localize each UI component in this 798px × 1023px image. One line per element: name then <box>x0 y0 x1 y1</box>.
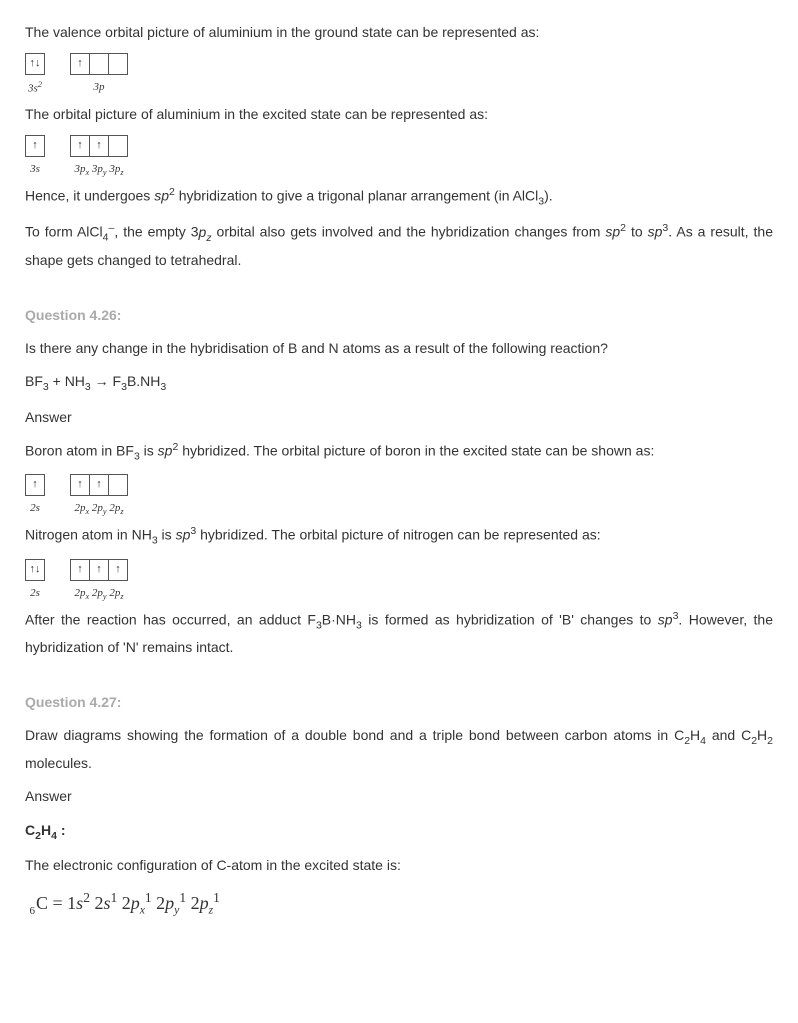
question-4-26-title: Question 4.26: <box>25 303 773 328</box>
text: H <box>757 727 767 743</box>
para-boron: Boron atom in BF3 is sp2 hybridized. The… <box>25 438 773 466</box>
question-4-27-title: Question 4.27: <box>25 690 773 715</box>
orbital-label: 3p <box>94 78 105 98</box>
orbital-box <box>108 474 128 496</box>
intro-2: The orbital picture of aluminium in the … <box>25 102 773 127</box>
orbital-group-3p: ↑ 3p <box>70 53 128 98</box>
text: to <box>626 224 648 240</box>
orbital-box: ↑ <box>108 559 128 581</box>
text: molecules. <box>25 755 92 771</box>
text: H <box>690 727 700 743</box>
text: orbital also gets involved and the hybri… <box>212 224 606 240</box>
orbital-group-2s-n: ↑↓ 2s <box>25 559 45 604</box>
text: is <box>158 527 176 543</box>
text: Draw diagrams showing the formation of a… <box>25 727 684 743</box>
para-alcl4: To form AlCl4–, the empty 3pz orbital al… <box>25 219 773 273</box>
orbital-group-2p-n: ↑ ↑ ↑ 2px 2py 2pz <box>70 559 128 605</box>
text: hybridized. The orbital picture of boron… <box>178 443 654 459</box>
text: Hence, it undergoes <box>25 188 154 204</box>
electron-config-formula: 6C = 1s2 2s1 2px1 2py1 2pz1 <box>25 886 773 921</box>
para-adduct: After the reaction has occurred, an addu… <box>25 607 773 661</box>
orbital-box: ↑ <box>89 135 109 157</box>
question-4-27-text: Draw diagrams showing the formation of a… <box>25 723 773 776</box>
orbital-box: ↑ <box>70 474 90 496</box>
orbital-box <box>108 53 128 75</box>
intro-1: The valence orbital picture of aluminium… <box>25 20 773 45</box>
question-4-26-equation: BF3 + NH3 → F3B.NH3 <box>25 369 773 397</box>
text: is <box>140 443 158 459</box>
orbital-group-3p-excited: ↑ ↑ 3px 3py 3pz <box>70 135 128 181</box>
orbital-box: ↑ <box>25 135 45 157</box>
orbital-label: 2s <box>30 584 40 604</box>
orbital-group-3s: ↑ 3s <box>25 135 45 180</box>
orbital-box: ↑↓ <box>25 53 45 75</box>
orbital-box: ↑ <box>70 559 90 581</box>
text: ). <box>544 188 553 204</box>
text: B·NH <box>322 611 356 627</box>
para-nitrogen: Nitrogen atom in NH3 is sp3 hybridized. … <box>25 522 773 550</box>
orbital-diagram-2: ↑ 3s ↑ ↑ 3px 3py 3pz <box>25 135 773 181</box>
orbital-box <box>108 135 128 157</box>
orbital-diagram-nitrogen: ↑↓ 2s ↑ ↑ ↑ 2px 2py 2pz <box>25 559 773 605</box>
orbital-group-3s2: ↑↓ 3s2 <box>25 53 45 99</box>
answer-label-427: Answer <box>25 784 773 809</box>
text: , the empty <box>114 224 190 240</box>
orbital-label: 3s2 <box>28 78 42 99</box>
orbital-diagram-1: ↑↓ 3s2 ↑ 3p <box>25 53 773 99</box>
answer-label: Answer <box>25 405 773 430</box>
text: To form AlCl <box>25 224 103 240</box>
orbital-label: 2s <box>30 499 40 519</box>
orbital-group-2p-b: ↑ ↑ 2px 2py 2pz <box>70 474 128 520</box>
text: Nitrogen atom in NH <box>25 527 152 543</box>
orbital-box: ↑ <box>89 474 109 496</box>
text: and C <box>706 727 751 743</box>
orbital-label: 2px 2py 2pz <box>74 584 123 605</box>
c2h4-heading: C2H4 : <box>25 818 773 846</box>
orbital-label: 2px 2py 2pz <box>74 499 123 520</box>
orbital-diagram-boron: ↑ 2s ↑ ↑ 2px 2py 2pz <box>25 474 773 520</box>
orbital-box: ↑ <box>70 135 90 157</box>
text: After the reaction has occurred, an addu… <box>25 611 316 627</box>
orbital-box: ↑ <box>25 474 45 496</box>
orbital-box: ↑ <box>70 53 90 75</box>
orbital-label: 3px 3py 3pz <box>74 160 123 181</box>
question-4-26-text: Is there any change in the hybridisation… <box>25 336 773 361</box>
orbital-box: ↑ <box>89 559 109 581</box>
atomic-number: 6 <box>30 905 36 917</box>
para-sp2: Hence, it undergoes sp2 hybridization to… <box>25 183 773 211</box>
para-econfig: The electronic configuration of C-atom i… <box>25 853 773 878</box>
orbital-box: ↑↓ <box>25 559 45 581</box>
text: hybridized. The orbital picture of nitro… <box>196 527 600 543</box>
orbital-box <box>89 53 109 75</box>
orbital-group-2s-b: ↑ 2s <box>25 474 45 519</box>
text: is formed as hybridization of 'B' change… <box>362 611 658 627</box>
orbital-label: 3s <box>30 160 40 180</box>
text: Boron atom in BF <box>25 443 134 459</box>
text: hybridization to give a trigonal planar … <box>175 188 538 204</box>
